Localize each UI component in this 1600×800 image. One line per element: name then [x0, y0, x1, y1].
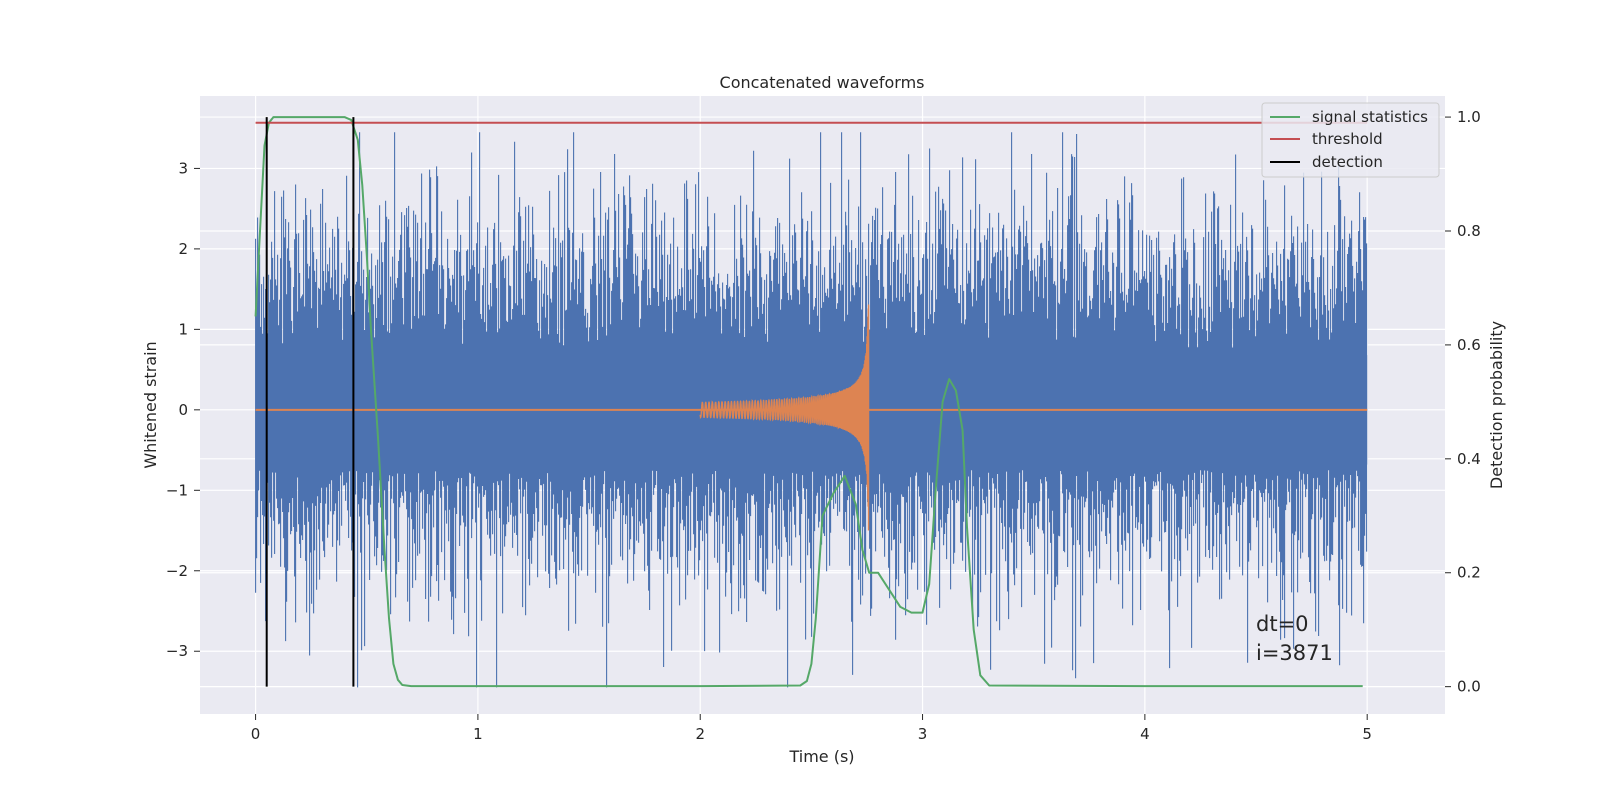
annotation-dt: dt=0	[1256, 612, 1309, 636]
y2-tick-label: 0.4	[1457, 450, 1481, 468]
y2-tick-label: 0.6	[1457, 336, 1481, 354]
y-tick-label: 2	[178, 240, 188, 258]
x-axis: 0 1 2 3 4 5	[251, 714, 1372, 743]
x-axis-label: Time (s)	[788, 747, 854, 766]
x-tick-label: 3	[918, 725, 928, 743]
annotation-i: i=3871	[1256, 641, 1333, 665]
y2-tick-label: 0.8	[1457, 222, 1481, 240]
y-tick-label: −3	[166, 642, 188, 660]
y2-tick-label: 0.2	[1457, 564, 1481, 582]
x-tick-label: 2	[695, 725, 705, 743]
legend-box	[1261, 102, 1440, 178]
right-axis-series	[254, 116, 1368, 688]
chart-title: Concatenated waveforms	[720, 73, 925, 92]
y2-tick-label: 1.0	[1457, 108, 1481, 126]
series-waveform-chirp	[699, 304, 870, 531]
y-tick-label: 0	[178, 401, 188, 419]
x-tick-label: 1	[473, 725, 483, 743]
waveform-series	[255, 304, 1368, 531]
legend-entry-signal-statistics: signal statistics	[1312, 108, 1428, 126]
legend-entry-threshold: threshold	[1312, 130, 1383, 148]
y-axis-left: −3 −2 −1 0 1 2 3	[166, 159, 200, 660]
y2-tick-label: 0.0	[1457, 678, 1481, 696]
y-tick-label: −1	[166, 481, 188, 499]
series-signal-statistics	[254, 116, 1363, 688]
y-tick-label: −2	[166, 562, 188, 580]
y-tick-label: 3	[178, 159, 188, 177]
legend: signal statistics threshold detection	[1261, 102, 1440, 178]
x-tick-label: 0	[251, 725, 261, 743]
x-tick-label: 5	[1362, 725, 1372, 743]
y-tick-label: 1	[178, 320, 188, 338]
y-axis-label: Whitened strain	[141, 341, 160, 468]
legend-entry-detection: detection	[1312, 153, 1383, 171]
y2-axis-label: Detection probability	[1487, 321, 1506, 489]
x-tick-label: 4	[1140, 725, 1150, 743]
y-axis-right: 0.0 0.2 0.4 0.6 0.8 1.0	[1445, 108, 1481, 696]
